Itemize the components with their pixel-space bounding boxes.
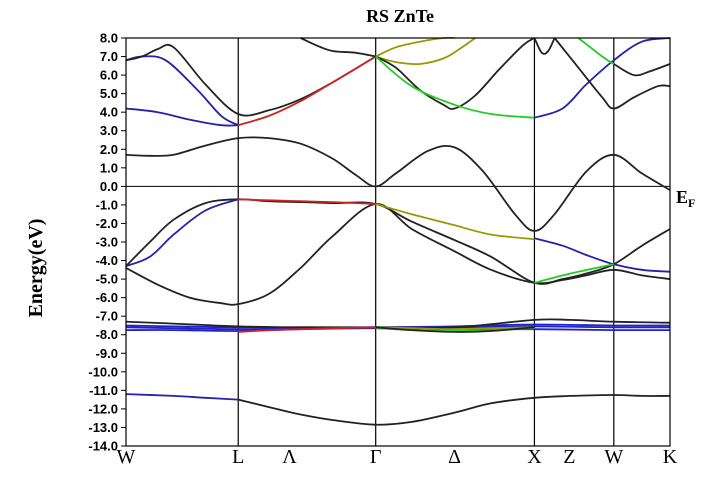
fermi-level-label: EF [676,187,695,210]
y-tick-label-20: -12.0 [88,401,118,416]
plot-frame [125,37,671,447]
y-tick-label-17: -9.0 [96,346,118,361]
grid-lines [126,38,670,446]
k-point-label-4: Δ [448,446,461,468]
y-tick-label-4: 4.0 [100,105,118,120]
y-tick-label-15: -7.0 [96,309,118,324]
band-line-3 [125,198,239,267]
band-line-26 [238,326,376,333]
y-tick-label-12: -4.0 [96,253,118,268]
band-line-15 [375,37,535,110]
band-line-16 [375,55,535,119]
band-line-9 [125,55,239,127]
y-tick-labels: 8.0 7.0 6.0 5.0 4.0 3.0 2.0 1.0 0.0 -1.0 -2.0 -3.0 -… [88,31,126,454]
y-tick-label-16: -8.0 [96,327,118,342]
y-tick-label-10: -2.0 [96,216,118,231]
k-point-label-0: W [117,446,136,468]
y-tick-label-6: 2.0 [100,142,118,157]
k-point-label-6: Z [563,446,575,468]
band-line-20 [533,37,556,55]
y-tick-label-7: 1.0 [100,160,118,175]
y-axis-label: Energy(eV) [25,219,47,318]
y-tick-label-18: -10.0 [88,364,118,379]
band-line-30 [125,393,239,401]
band-line-18 [553,37,671,110]
band-lines [125,36,671,426]
band-line-0 [125,136,671,232]
y-tick-label-21: -13.0 [88,420,118,435]
band-line-21 [613,63,671,77]
band-line-6 [375,203,535,241]
y-tick-label-13: -5.0 [96,272,118,287]
band-line-11 [237,55,377,127]
band-line-10 [125,43,377,117]
band-line-5 [238,198,376,205]
y-tick-label-1: 7.0 [100,49,118,64]
y-tick-label-0: 8.0 [100,31,118,46]
k-point-label-2: Λ [282,446,297,468]
y-tick-label-3: 5.0 [100,86,118,101]
chart-title: RS ZnTe [366,6,434,26]
y-tick-label-19: -11.0 [89,383,118,398]
band-line-14 [375,37,476,66]
y-tick-label-8: 0.0 [100,179,118,194]
band-line-31 [237,394,671,426]
k-point-label-3: Γ [370,446,382,468]
y-tick-label-14: -6.0 [96,290,118,305]
k-point-label-1: L [232,446,244,468]
band-line-17 [534,37,671,119]
y-tick-label-22: -14.0 [88,439,118,454]
band-line-1 [125,198,671,285]
band-line-4 [534,237,671,273]
y-tick-label-9: -1.0 [96,197,118,212]
band-line-8 [125,107,239,127]
band-line-12 [300,37,376,58]
k-point-label-7: W [604,446,623,468]
band-line-7 [534,263,614,284]
y-tick-label-11: -3.0 [96,235,118,250]
band-line-13 [375,36,455,58]
y-tick-label-5: 3.0 [100,123,118,138]
k-point-label-8: K [663,446,678,468]
band-line-19 [577,37,615,65]
band-line-29 [375,326,535,333]
band-line-27 [375,326,535,331]
y-tick-label-2: 6.0 [100,68,118,83]
k-point-label-5: X [527,446,542,468]
band-line-2 [125,203,671,306]
